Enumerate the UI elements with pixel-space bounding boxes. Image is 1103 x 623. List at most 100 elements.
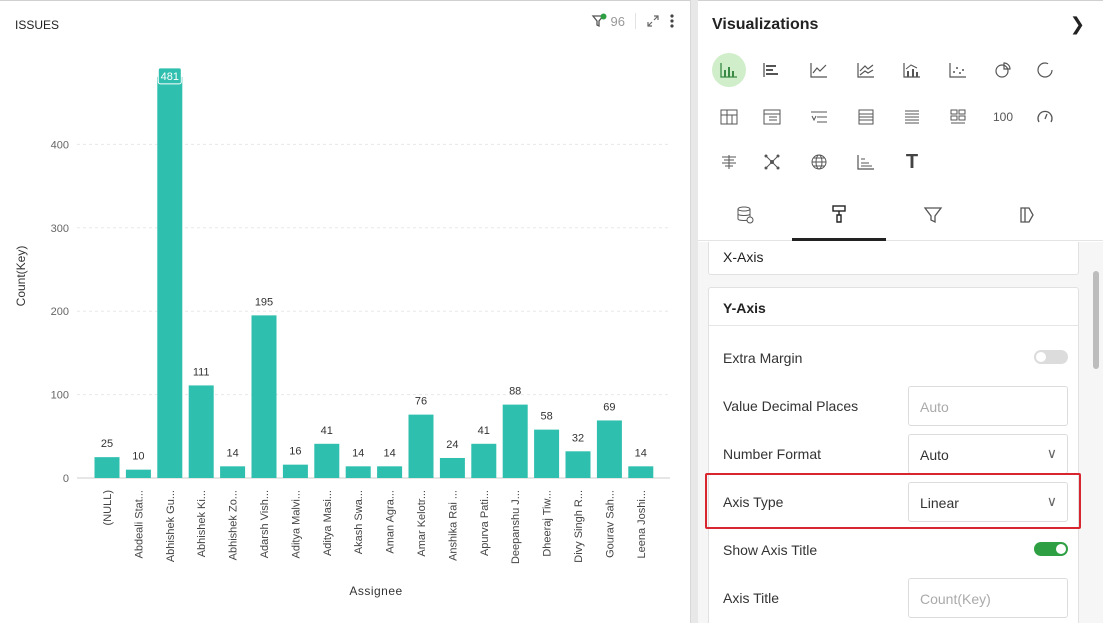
bar	[596, 420, 622, 478]
tab-highlight[interactable]	[980, 189, 1074, 241]
axis-type-highlight	[705, 473, 1081, 529]
number-format-label: Number Format	[723, 446, 822, 462]
data-label: 76	[415, 396, 427, 408]
visualizations-panel: Visualizations ❯	[698, 0, 1103, 623]
x-tick-label: Aman Agra...	[385, 490, 397, 554]
data-label: 25	[101, 438, 113, 450]
x-tick-label: Adarsh Vish...	[259, 490, 271, 558]
data-label: 41	[478, 425, 490, 437]
value-decimal-placeholder: Auto	[920, 399, 949, 415]
network-icon[interactable]	[755, 145, 789, 179]
x-axis-title: X-Axis	[723, 249, 764, 265]
bar	[314, 443, 340, 478]
bar	[251, 315, 277, 478]
axis-type-select[interactable]: Linear ∨	[908, 482, 1068, 522]
data-label: 14	[352, 447, 364, 459]
data-label: 24	[446, 439, 458, 451]
grid-table-icon[interactable]	[849, 100, 883, 134]
gauge-icon[interactable]	[1028, 100, 1062, 134]
show-axis-title-row: Show Axis Title	[723, 530, 1068, 570]
x-tick-label: Anshika Rai ...	[447, 490, 459, 561]
line-chart-icon[interactable]	[802, 53, 836, 87]
y-axis-title[interactable]: Y-Axis	[723, 300, 766, 316]
bar-chart: 0 100 200 300 400 25 (NULL) 10 Abdeali Stat... 48…	[14, 67, 670, 598]
step-chart-icon[interactable]	[849, 145, 883, 179]
data-label: 88	[509, 386, 521, 398]
bar	[628, 466, 654, 478]
x-tick-label: Amar Kelotr...	[416, 490, 428, 557]
chart-title: ISSUES	[15, 18, 60, 32]
data-label: 14	[635, 447, 647, 459]
more-vertical-icon[interactable]	[668, 13, 676, 29]
x-tick-label: Gourav Sah...	[604, 490, 616, 558]
bar	[188, 385, 214, 478]
text-icon[interactable]: T	[905, 150, 919, 173]
data-label: 32	[572, 432, 584, 444]
tab-format[interactable]	[792, 189, 886, 241]
paint-roller-icon	[832, 204, 846, 223]
filter-count: 96	[610, 13, 625, 29]
x-tick-label: Abhishek Gu...	[165, 490, 177, 562]
bar	[408, 414, 434, 478]
sorted-list-icon[interactable]	[802, 100, 836, 134]
x-tick-label: Leena Joshi...	[636, 490, 648, 559]
data-label-badge	[157, 67, 182, 85]
axis-title-input[interactable]: Count(Key)	[908, 578, 1068, 618]
settings-scrollbar[interactable]	[1093, 271, 1099, 369]
table-icon[interactable]	[755, 100, 789, 134]
area-chart-icon[interactable]	[849, 53, 883, 87]
data-label: 58	[540, 411, 552, 423]
globe-map-icon[interactable]	[802, 145, 836, 179]
bar	[502, 404, 528, 478]
axis-title-placeholder: Count(Key)	[920, 591, 991, 607]
horizontal-bar-icon[interactable]	[755, 53, 789, 87]
x-axis-section[interactable]: X-Axis	[708, 242, 1079, 275]
x-tick-label: Aditya Masi...	[322, 490, 334, 556]
filter-indicator[interactable]: 96	[591, 13, 625, 29]
settings-scroll-area: X-Axis Y-Axis Extra Margin Value Decimal…	[698, 242, 1103, 623]
bar	[125, 469, 151, 478]
y-tick-label: 300	[51, 223, 69, 235]
bar-chart-icon[interactable]	[712, 53, 746, 87]
tab-data[interactable]	[698, 189, 792, 241]
x-tick-label: Apurva Pati...	[479, 490, 491, 556]
chevron-right-icon[interactable]: ❯	[1069, 14, 1085, 34]
scatter-icon[interactable]	[941, 53, 975, 87]
axis-title-label: Axis Title	[723, 590, 780, 606]
x-tick-label: Abhishek Ki...	[196, 490, 208, 557]
bar	[377, 466, 403, 478]
y-tick-label: 400	[51, 139, 69, 151]
extra-margin-toggle[interactable]	[1034, 350, 1068, 364]
x-tick-label: Dheeraj Tiw...	[542, 490, 554, 557]
panel-tabs	[698, 189, 1103, 241]
filter-icon	[923, 207, 943, 224]
pie-chart-icon[interactable]	[986, 53, 1020, 87]
pivot-table-icon[interactable]	[712, 100, 746, 134]
funnel-bars-icon[interactable]	[712, 145, 746, 179]
number-format-select[interactable]: Auto ∨	[908, 434, 1068, 474]
donut-icon[interactable]	[1028, 53, 1062, 87]
y-axis-section: Y-Axis Extra Margin Value Decimal Places…	[708, 287, 1079, 623]
filter-icon	[591, 13, 607, 28]
value-decimal-input[interactable]: Auto	[908, 386, 1068, 426]
show-axis-title-toggle[interactable]	[1034, 542, 1068, 556]
data-label: 69	[603, 401, 615, 413]
y-tick-label: 200	[51, 306, 69, 318]
expand-icon[interactable]	[646, 14, 660, 28]
x-tick-label: Abdeali Stat...	[133, 490, 145, 559]
combo-chart-icon[interactable]	[895, 53, 929, 87]
axis-title-row: Axis Title Count(Key)	[723, 578, 1068, 618]
tiles-icon[interactable]	[941, 100, 975, 134]
panel-title: Visualizations	[712, 16, 819, 33]
number-icon[interactable]: 100	[992, 110, 1014, 124]
x-axis-title: Assignee	[349, 584, 402, 598]
tab-filter[interactable]	[886, 189, 980, 241]
bar	[534, 429, 560, 478]
bar	[94, 457, 120, 478]
list-icon[interactable]	[895, 100, 929, 134]
panel-divider[interactable]	[690, 0, 698, 623]
data-source-icon	[737, 206, 754, 224]
data-label: 14	[383, 447, 395, 459]
chart-toolbar: 96	[591, 13, 676, 29]
